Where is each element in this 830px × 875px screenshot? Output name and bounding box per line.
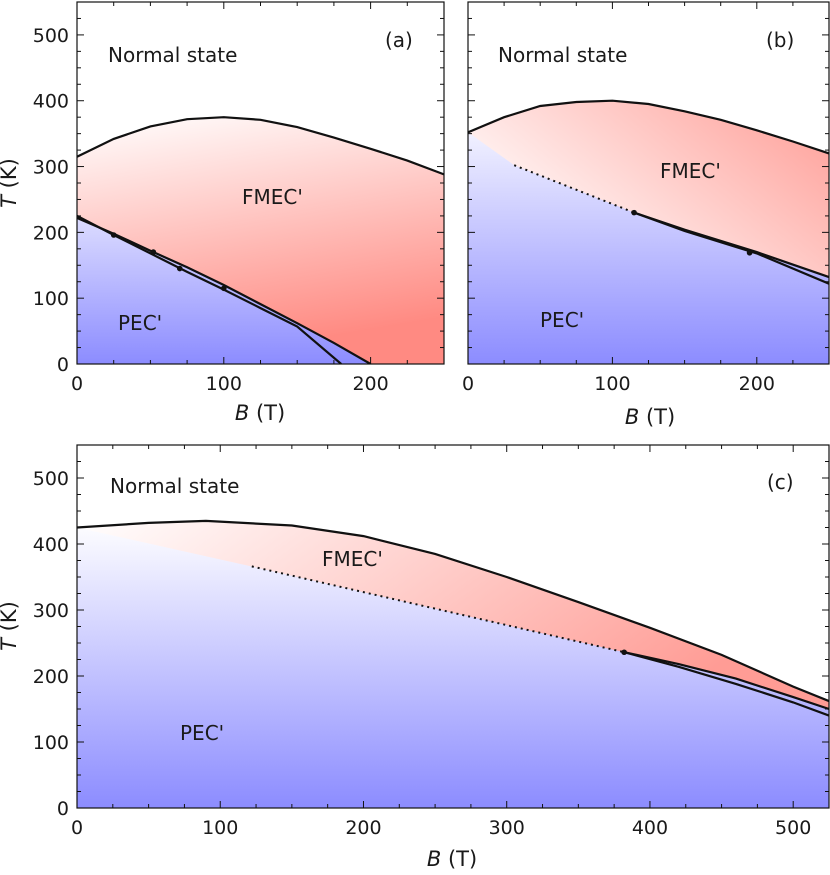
upper-boundary-line — [77, 519, 829, 703]
x-axis-label: B (T) — [625, 405, 675, 429]
y-tick-label: 500 — [33, 468, 69, 490]
x-tick-label: 100 — [202, 817, 238, 839]
data-point — [621, 649, 627, 656]
y-tick-label: 200 — [33, 222, 69, 244]
x-tick-label: 0 — [71, 817, 83, 839]
data-points — [110, 232, 227, 292]
panel-tag: (b) — [766, 28, 794, 52]
x-tick-label: 200 — [345, 817, 381, 839]
y-tick-label: 0 — [57, 354, 69, 376]
data-point — [176, 265, 183, 272]
x-axis-label: B (T) — [235, 401, 285, 425]
x-axis-label: B (T) — [427, 847, 477, 871]
y-tick-label: 400 — [33, 91, 69, 113]
upper-boundary-line — [77, 116, 444, 176]
boundary-lines — [468, 99, 829, 285]
y-tick-label: 100 — [33, 288, 69, 310]
panel-tag: (a) — [385, 28, 413, 52]
x-tick-label: 500 — [775, 817, 811, 839]
y-tick-label: 500 — [33, 25, 69, 47]
y-tick-label: 0 — [57, 798, 69, 820]
y-tick-label: 400 — [33, 534, 69, 556]
data-point — [746, 249, 753, 256]
data-point — [221, 285, 227, 292]
y-axis-label: T (K) — [0, 158, 21, 208]
data-point — [631, 209, 637, 216]
panel-tag: (c) — [767, 470, 794, 494]
normal-state-label: Normal state — [108, 43, 237, 67]
x-tick-label: 0 — [71, 373, 83, 395]
y-tick-label: 300 — [33, 157, 69, 179]
boundary-lines — [77, 116, 444, 364]
fmec-region — [77, 520, 829, 709]
lower-boundary-1-line — [623, 651, 829, 717]
normal-state-label: Normal state — [110, 474, 239, 498]
data-points — [621, 649, 627, 656]
fmec-label: FMEC' — [322, 547, 383, 571]
pec-region — [77, 520, 829, 808]
extrapolated-line-line — [251, 565, 625, 654]
data-points — [631, 209, 753, 256]
lower-boundary-2-line — [623, 651, 829, 711]
fmec-label: FMEC' — [242, 185, 303, 209]
axis-ticks: 0 100 200 — [462, 1, 830, 395]
boundary-lines — [77, 519, 829, 717]
y-tick-label: 300 — [33, 600, 69, 622]
y-axis-label: T (K) — [0, 601, 21, 651]
y-tick-label: 100 — [33, 732, 69, 754]
panel-b: 0 100 200 Normal state FMEC' PEC' (b) B (T… — [462, 1, 830, 429]
pec-label: PEC' — [180, 721, 224, 745]
x-tick-label: 200 — [352, 373, 388, 395]
y-tick-label: 200 — [33, 666, 69, 688]
axis-ticks: 0 100 200 0 100 200 300 400 500 — [33, 1, 445, 395]
panel-a: 0 100 200 0 100 200 300 400 500 Normal state FME… — [0, 1, 445, 425]
fmec-label: FMEC' — [660, 159, 721, 183]
x-tick-label: 100 — [206, 373, 242, 395]
x-tick-label: 0 — [462, 373, 474, 395]
upper-boundary-line — [468, 99, 829, 155]
lower-boundary-2-line — [77, 216, 372, 364]
panel-c: 0 100 200 300 400 500 0 100 200 300 400 500 Normal … — [0, 444, 830, 871]
lower-boundary-1-line — [77, 214, 342, 364]
pec-label: PEC' — [540, 308, 584, 332]
axis-ticks: 0 100 200 300 400 500 0 100 200 300 400 500 — [33, 444, 830, 839]
normal-state-label: Normal state — [498, 43, 627, 67]
x-tick-label: 100 — [594, 373, 630, 395]
lower-boundary-2-line — [633, 211, 829, 279]
pec-label: PEC' — [118, 311, 162, 335]
x-tick-label: 400 — [632, 817, 668, 839]
fmec-region — [468, 100, 829, 278]
data-point — [110, 232, 117, 238]
data-point — [150, 249, 157, 255]
x-tick-label: 200 — [739, 373, 775, 395]
x-tick-label: 300 — [489, 817, 525, 839]
